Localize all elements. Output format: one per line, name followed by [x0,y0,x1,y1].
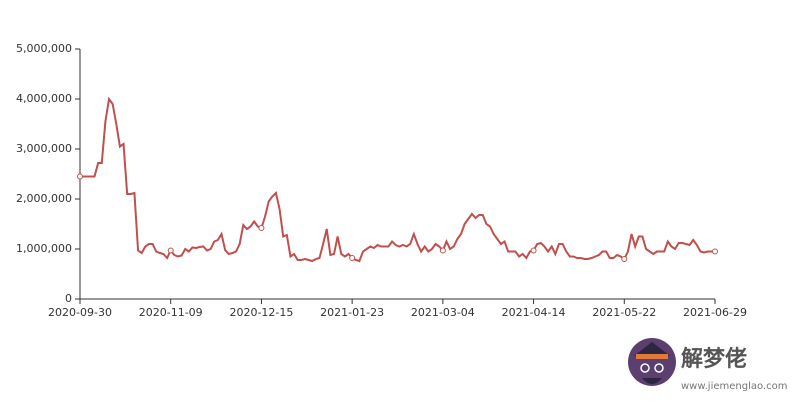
point [621,256,628,262]
logo-glass [640,363,650,373]
x-tick-label: 2021-01-23 [320,306,384,319]
point [349,255,356,261]
x-tick-label: 2021-03-04 [411,306,475,319]
logo-glass [654,363,664,373]
point [530,247,537,254]
logo-circle [628,338,676,386]
x-tick-label: 2020-12-15 [229,306,293,319]
y-tick-label: 4,000,000 [16,92,72,105]
watermark-url: www.jiemenglao.com [681,381,787,392]
y-tick-label: 5,000,000 [16,42,72,55]
watermark-name: 解梦佬 [681,346,747,372]
x-tick-label: 2021-05-22 [592,306,656,319]
watermark: 解梦佬 www.jiemenglao.com [628,338,787,392]
point [439,247,446,254]
logo-beard [642,378,662,384]
x-tick-label: 2021-06-29 [683,306,747,319]
logo-hat [634,342,670,356]
y-tick-label: 2,000,000 [16,192,72,205]
y-tick-label: 1,000,000 [16,242,72,255]
line [80,96,715,263]
y-tick-label: 0 [65,292,72,305]
y-tick-label: 3,000,000 [16,142,72,155]
point [258,225,265,231]
logo-band [636,354,668,359]
x-tick-label: 2020-09-30 [48,306,112,319]
point [77,173,83,180]
x-tick-label: 2020-11-09 [139,306,203,319]
x-tick-label: 2021-04-14 [502,306,566,319]
point [712,248,718,255]
point [167,247,174,254]
